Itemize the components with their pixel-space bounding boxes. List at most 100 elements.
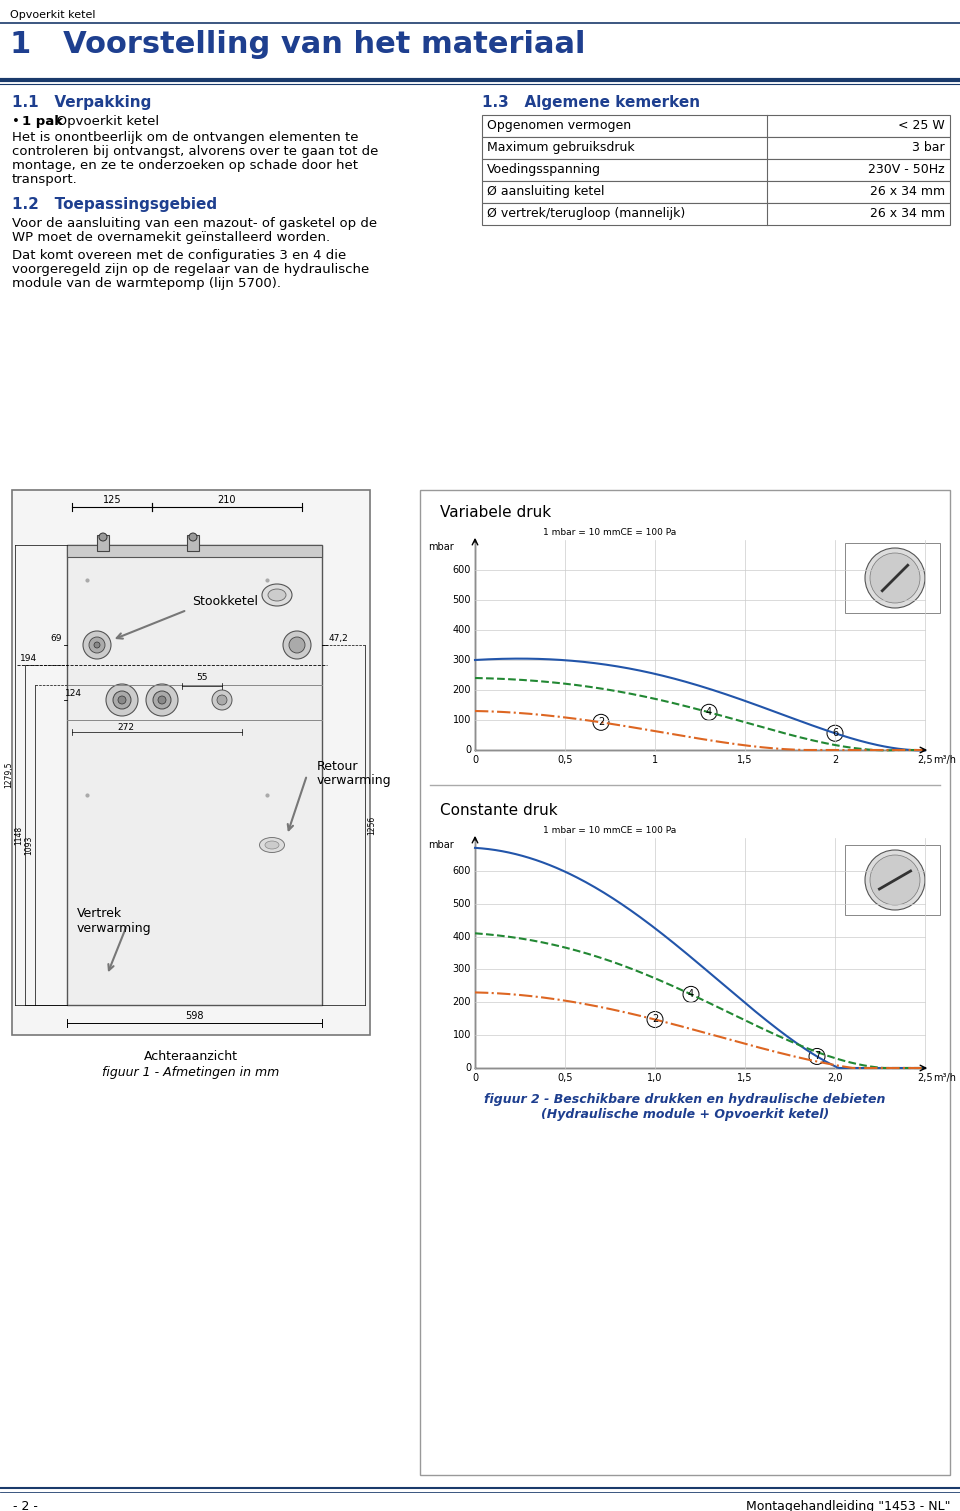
- Circle shape: [217, 695, 227, 706]
- Text: 4: 4: [688, 990, 694, 999]
- Bar: [482, 202, 950, 225]
- Text: 100: 100: [452, 715, 471, 725]
- Text: Het is onontbeerlijk om de ontvangen elementen te: Het is onontbeerlijk om de ontvangen ele…: [12, 131, 358, 144]
- Text: 1.2   Toepassingsgebied: 1.2 Toepassingsgebied: [12, 196, 217, 212]
- Bar: [845, 542, 940, 613]
- Text: module van de warmtepomp (lijn 5700).: module van de warmtepomp (lijn 5700).: [12, 277, 281, 290]
- Text: 500: 500: [452, 595, 471, 604]
- Text: 400: 400: [452, 626, 471, 635]
- Text: 6: 6: [832, 728, 838, 739]
- Text: 2: 2: [832, 756, 838, 765]
- Text: Variabele druk: Variabele druk: [440, 505, 551, 520]
- Circle shape: [83, 632, 111, 659]
- Text: Achteraanzicht: Achteraanzicht: [144, 1050, 238, 1064]
- Text: mbar: mbar: [428, 542, 454, 552]
- Text: 500: 500: [452, 899, 471, 908]
- Text: Vertrek: Vertrek: [77, 907, 122, 920]
- Text: 26 x 34 mm: 26 x 34 mm: [870, 184, 945, 198]
- Bar: [482, 115, 950, 138]
- Bar: [97, 535, 109, 552]
- Text: 0,5: 0,5: [557, 1073, 573, 1083]
- Text: : Opvoerkit ketel: : Opvoerkit ketel: [48, 115, 159, 128]
- Circle shape: [189, 533, 197, 541]
- Circle shape: [870, 553, 920, 603]
- Text: Voedingsspanning: Voedingsspanning: [487, 163, 601, 175]
- Text: 2: 2: [652, 1014, 659, 1024]
- Circle shape: [809, 1049, 825, 1064]
- Text: 300: 300: [452, 654, 471, 665]
- Circle shape: [865, 851, 925, 910]
- Text: 0: 0: [465, 745, 471, 756]
- Text: 598: 598: [185, 1011, 204, 1021]
- Text: 1   Voorstelling van het materiaal: 1 Voorstelling van het materiaal: [10, 30, 586, 59]
- Text: WP moet de overnamekit geïnstalleerd worden.: WP moet de overnamekit geïnstalleerd wor…: [12, 231, 330, 243]
- Text: 1,5: 1,5: [737, 1073, 753, 1083]
- Text: m³/h: m³/h: [933, 756, 956, 765]
- Circle shape: [99, 533, 107, 541]
- Circle shape: [283, 632, 311, 659]
- Circle shape: [106, 684, 138, 716]
- Bar: [482, 159, 950, 181]
- Text: 200: 200: [452, 997, 471, 1008]
- Text: 400: 400: [452, 932, 471, 941]
- Bar: [67, 545, 322, 1005]
- Text: Maximum gebruiksdruk: Maximum gebruiksdruk: [487, 141, 635, 154]
- Text: Montagehandleiding "1453 - NL": Montagehandleiding "1453 - NL": [746, 1500, 950, 1511]
- Circle shape: [153, 691, 171, 709]
- Text: 300: 300: [452, 964, 471, 975]
- Circle shape: [146, 684, 178, 716]
- Text: verwarming: verwarming: [317, 774, 392, 787]
- Ellipse shape: [265, 842, 279, 849]
- Text: 1256: 1256: [367, 816, 376, 834]
- Circle shape: [89, 638, 105, 653]
- Text: 1 pak: 1 pak: [22, 115, 63, 128]
- Circle shape: [647, 1011, 663, 1027]
- Text: 1,0: 1,0: [647, 1073, 662, 1083]
- Text: 600: 600: [452, 565, 471, 576]
- Circle shape: [701, 704, 717, 721]
- Text: Ø vertrek/terugloop (mannelijk): Ø vertrek/terugloop (mannelijk): [487, 207, 685, 221]
- Text: 1: 1: [652, 756, 658, 765]
- Text: 2: 2: [598, 718, 604, 727]
- Ellipse shape: [262, 583, 292, 606]
- Bar: [187, 535, 199, 552]
- Text: 26 x 34 mm: 26 x 34 mm: [870, 207, 945, 221]
- Text: verwarming: verwarming: [77, 922, 152, 935]
- Text: - 2 -: - 2 -: [12, 1500, 37, 1511]
- Text: voorgeregeld zijn op de regelaar van de hydraulische: voorgeregeld zijn op de regelaar van de …: [12, 263, 370, 277]
- Circle shape: [289, 638, 305, 653]
- Circle shape: [212, 691, 232, 710]
- Text: 1279,5: 1279,5: [4, 762, 13, 789]
- Text: Retour: Retour: [317, 760, 358, 774]
- Circle shape: [827, 725, 843, 742]
- Circle shape: [870, 855, 920, 905]
- Text: 1 mbar = 10 mmCE = 100 Pa: 1 mbar = 10 mmCE = 100 Pa: [543, 527, 677, 536]
- Bar: [67, 545, 322, 558]
- Text: 0: 0: [472, 1073, 478, 1083]
- Text: transport.: transport.: [12, 172, 78, 186]
- Text: 1093: 1093: [24, 836, 33, 855]
- Bar: [482, 138, 950, 159]
- Text: 200: 200: [452, 684, 471, 695]
- Text: 2,0: 2,0: [828, 1073, 843, 1083]
- Text: 2,5: 2,5: [917, 756, 933, 765]
- Bar: [482, 181, 950, 202]
- Text: 125: 125: [103, 496, 121, 505]
- Text: (Hydraulische module + Opvoerkit ketel): (Hydraulische module + Opvoerkit ketel): [540, 1108, 829, 1121]
- Ellipse shape: [268, 589, 286, 601]
- Text: 0: 0: [465, 1064, 471, 1073]
- Text: figuur 2 - Beschikbare drukken en hydraulische debieten: figuur 2 - Beschikbare drukken en hydrau…: [484, 1092, 886, 1106]
- Bar: [845, 845, 940, 916]
- Text: Ø aansluiting ketel: Ø aansluiting ketel: [487, 184, 605, 198]
- Circle shape: [94, 642, 100, 648]
- Text: 4: 4: [706, 707, 712, 718]
- Text: •: •: [12, 115, 24, 128]
- Text: 1,5: 1,5: [737, 756, 753, 765]
- Text: 1.3   Algemene kemerken: 1.3 Algemene kemerken: [482, 95, 700, 110]
- Text: 7: 7: [814, 1052, 820, 1061]
- Text: < 25 W: < 25 W: [899, 119, 945, 131]
- Circle shape: [118, 697, 126, 704]
- Text: 194: 194: [20, 654, 37, 663]
- Text: 600: 600: [452, 866, 471, 876]
- Text: 124: 124: [65, 689, 82, 698]
